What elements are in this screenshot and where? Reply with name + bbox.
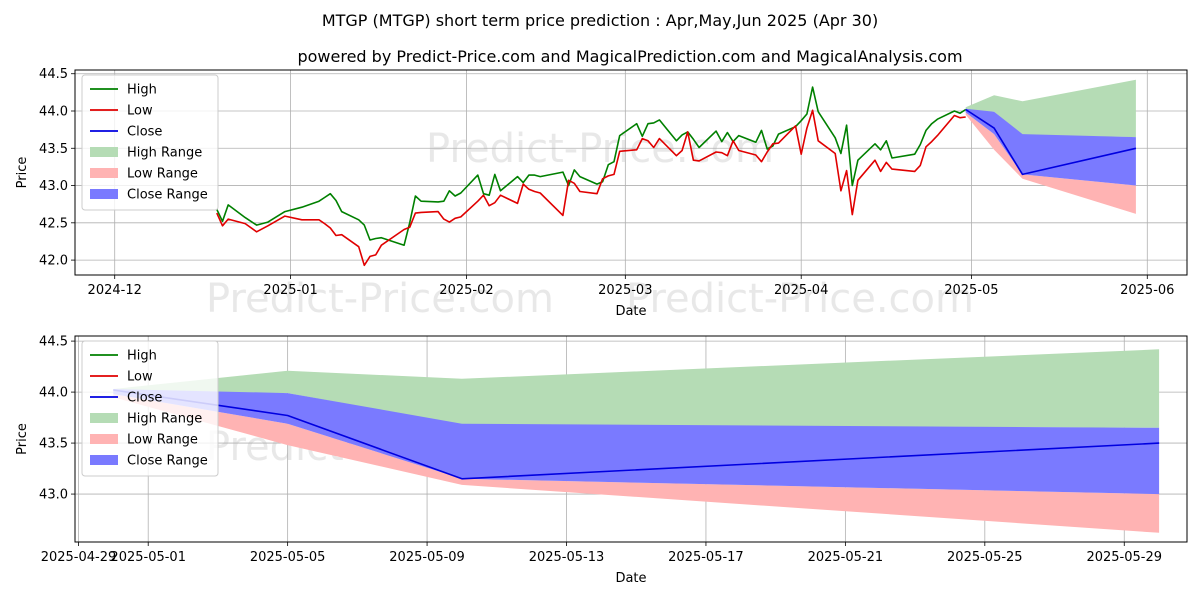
x-tick-label: 2025-05-25 — [947, 550, 1023, 565]
y-tick-label: 44.0 — [39, 105, 68, 120]
legend-swatch-patch — [90, 147, 118, 157]
axes-frame — [74, 69, 1188, 276]
x-axis-label: Date — [615, 304, 646, 319]
legend-swatch-patch — [90, 189, 118, 199]
x-tick-label: 2025-03 — [598, 283, 652, 298]
legend-label: Close — [127, 391, 162, 406]
legend-swatch-patch — [90, 168, 118, 178]
close-range-band — [965, 108, 1136, 186]
low-range-band — [965, 112, 1136, 214]
legend-label: Low — [127, 104, 153, 119]
y-tick-label: 42.0 — [39, 254, 68, 269]
x-tick-label: 2024-12 — [88, 283, 142, 298]
watermark-text: Predict-Price.com — [206, 276, 554, 322]
y-tick-label: 43.5 — [39, 437, 68, 452]
high-series-line — [216, 86, 967, 246]
legend-label: High Range — [127, 412, 202, 427]
top-price-chart: Predict-Price.com Predict-Price.com Predic… — [15, 67, 1188, 322]
legend-label: High — [127, 83, 157, 98]
legend: High Low Close High Range Low Range Close Ran… — [81, 340, 219, 477]
watermark-text: Predict-Price.com — [426, 126, 774, 172]
chart-subtitle: powered by Predict-Price.com and Magical… — [297, 47, 962, 66]
x-tick-label: 2025-05-05 — [250, 550, 326, 565]
legend-swatch-patch — [90, 434, 118, 444]
close-range-band — [113, 389, 1160, 495]
watermark: Predict-Price.com Predict-Price.com Predic… — [206, 126, 974, 322]
x-tick-label: 2025-05 — [944, 283, 998, 298]
x-tick-label: 2025-04-29 — [41, 550, 117, 565]
bottom-forecast-chart: Predict-Price.comPredict-Price.com2025-0… — [15, 335, 1188, 586]
y-tick-label: 42.5 — [39, 216, 68, 231]
x-tick-label: 2025-05-13 — [529, 550, 605, 565]
high-range-band — [113, 349, 1160, 428]
legend-label: High Range — [127, 146, 202, 161]
x-axis-label: Date — [615, 571, 646, 586]
legend-label: Low — [127, 370, 153, 385]
axes-frame — [74, 335, 1188, 543]
y-tick-label: 43.0 — [39, 488, 68, 503]
y-tick-label: 43.0 — [39, 179, 68, 194]
plot-area — [216, 79, 1137, 267]
legend-label: Low Range — [127, 433, 198, 448]
legend-swatch-patch — [90, 455, 118, 465]
y-tick-label: 44.0 — [39, 386, 68, 401]
legend-label: Low Range — [127, 167, 198, 182]
legend-label: Close Range — [127, 188, 208, 203]
x-tick-label: 2025-05-21 — [808, 550, 884, 565]
legend: High Low Close High Range Low Range Close Ran… — [81, 74, 219, 211]
chart-title: MTGP (MTGP) short term price prediction … — [322, 11, 878, 30]
y-tick-label: 44.5 — [39, 67, 68, 82]
x-tick-label: 2025-01 — [263, 283, 317, 298]
low-range-band — [113, 394, 1160, 533]
legend-swatch-patch — [90, 413, 118, 423]
high-range-band — [965, 79, 1136, 138]
x-tick-label: 2025-04 — [774, 283, 828, 298]
x-tick-label: 2025-05-09 — [389, 550, 465, 565]
legend-label: Close Range — [127, 454, 208, 469]
low-series-line — [216, 109, 966, 267]
watermark-text: Predict-Price.com — [626, 276, 974, 322]
legend-label: Close — [127, 125, 162, 140]
x-tick-label: 2025-05-01 — [110, 550, 186, 565]
y-tick-label: 44.5 — [39, 335, 68, 350]
y-axis-label: Price — [15, 423, 30, 455]
x-tick-label: 2025-02 — [439, 283, 493, 298]
y-axis-label: Price — [15, 157, 30, 189]
x-tick-label: 2025-05-29 — [1086, 550, 1162, 565]
legend-label: High — [127, 349, 157, 364]
close-forecast-line — [965, 108, 1137, 176]
x-tick-label: 2025-06 — [1120, 283, 1174, 298]
y-tick-label: 43.5 — [39, 142, 68, 157]
x-tick-label: 2025-05-17 — [668, 550, 744, 565]
